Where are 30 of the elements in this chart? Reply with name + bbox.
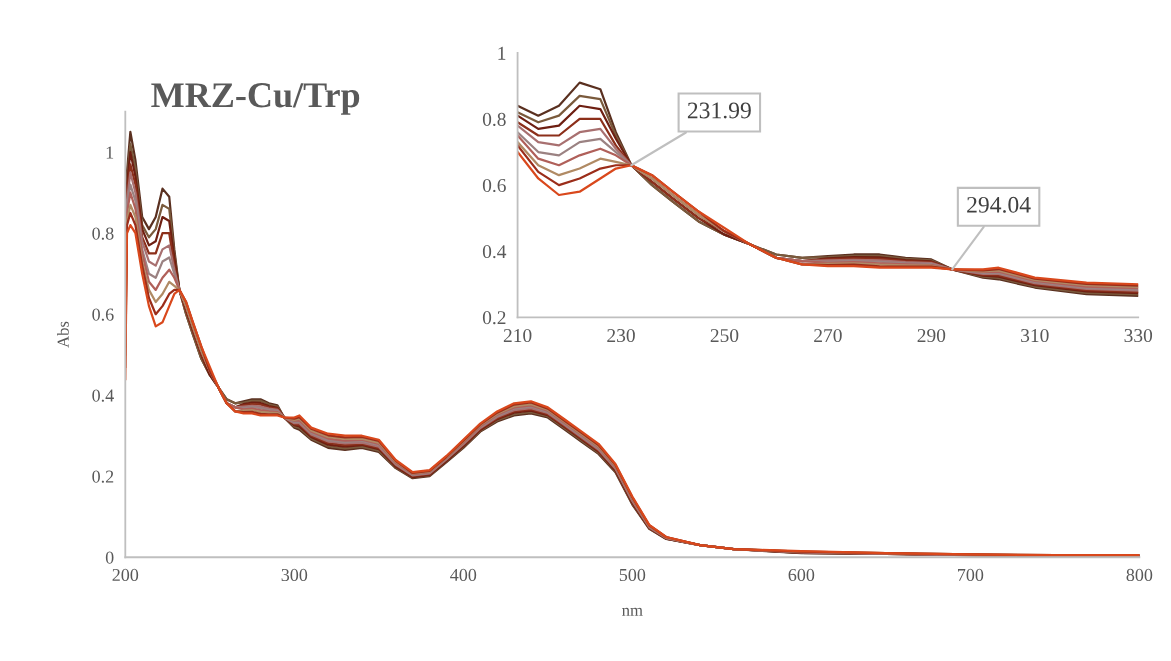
x-tick-label: 210 — [503, 328, 532, 343]
x-tick-label: 310 — [1021, 328, 1049, 343]
y-tick-label: 1 — [498, 46, 506, 60]
x-tick-label: 800 — [1126, 568, 1153, 582]
y-tick-label: 0 — [105, 551, 114, 564]
x-tick-label: 400 — [450, 568, 477, 582]
x-tick-label: 600 — [788, 568, 815, 582]
y-tick-label: 0.8 — [482, 112, 506, 126]
x-axis-title: nm — [622, 607, 643, 616]
y-tick-label: 0.6 — [482, 178, 506, 193]
x-tick-label: 700 — [958, 568, 984, 582]
y-tick-label: 0.2 — [482, 311, 506, 325]
x-tick-label: 500 — [619, 568, 646, 582]
x-tick-label: 270 — [814, 328, 842, 343]
y-tick-label: 0.4 — [482, 245, 507, 259]
annotation: 294.04 — [967, 196, 1031, 213]
x-tick-label: 290 — [917, 328, 946, 343]
x-tick-label: 250 — [710, 328, 739, 343]
x-tick-label: 200 — [112, 568, 139, 582]
y-tick-label: 0.4 — [92, 389, 114, 402]
y-axis-title: Abs — [57, 321, 69, 348]
annotation: 231.99 — [687, 102, 751, 119]
x-tick-label: 300 — [281, 568, 308, 582]
x-tick-label: 230 — [607, 328, 635, 343]
x-tick-label: 330 — [1124, 328, 1153, 343]
chart-title: MRZ-Cu/Trp — [151, 83, 360, 115]
y-tick-label: 1 — [106, 146, 114, 159]
y-tick-label: 0.6 — [92, 308, 114, 321]
y-tick-label: 0.8 — [92, 227, 114, 240]
y-tick-label: 0.2 — [92, 470, 114, 483]
